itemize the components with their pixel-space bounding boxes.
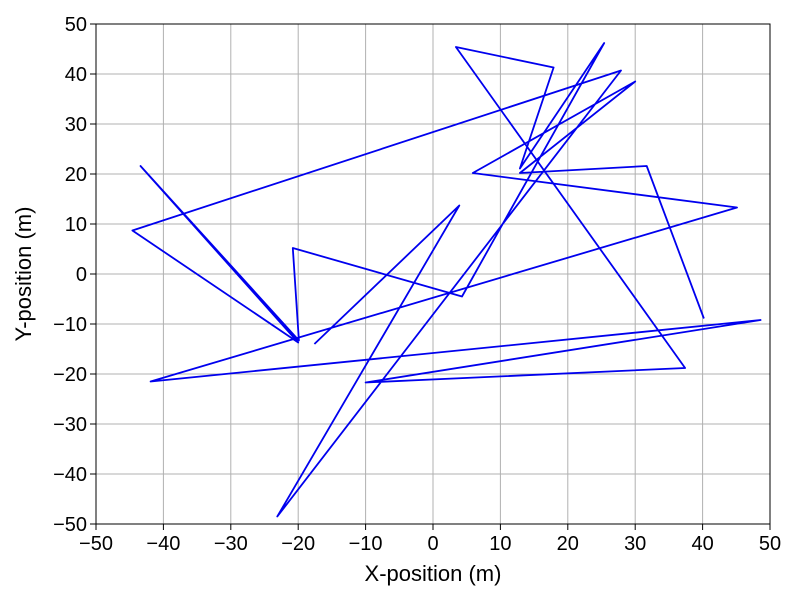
y-tick-label: −30: [53, 414, 87, 436]
y-axis-label: Y-position (m): [11, 207, 36, 342]
y-tick-label: 50: [65, 14, 87, 36]
x-tick-label: 20: [557, 533, 579, 555]
y-tick-label: 10: [65, 214, 87, 236]
x-tick-label: −40: [146, 533, 180, 555]
axis-ticks: −50 −40 −30 −20 −10 0 10 20 30 40 50 −50 −40 −30 −20 −1…: [53, 14, 781, 555]
y-tick-label: −50: [53, 514, 87, 536]
x-tick-label: 40: [691, 533, 713, 555]
y-tick-label: 30: [65, 114, 87, 136]
x-tick-label: −10: [349, 533, 383, 555]
x-tick-label: 50: [759, 533, 781, 555]
x-tick-label: 30: [624, 533, 646, 555]
x-tick-label: 10: [489, 533, 511, 555]
x-tick-label: −50: [79, 533, 113, 555]
x-tick-label: 0: [427, 533, 438, 555]
series-line: [131, 42, 762, 518]
x-tick-label: −30: [214, 533, 248, 555]
y-tick-label: −40: [53, 464, 87, 486]
x-tick-label: −20: [281, 533, 315, 555]
y-tick-label: 20: [65, 164, 87, 186]
y-tick-label: 40: [65, 64, 87, 86]
y-tick-label: −20: [53, 364, 87, 386]
y-tick-label: −10: [53, 314, 87, 336]
y-tick-label: 0: [76, 264, 87, 286]
x-axis-label: X-position (m): [365, 561, 502, 586]
series-group: [131, 42, 762, 518]
